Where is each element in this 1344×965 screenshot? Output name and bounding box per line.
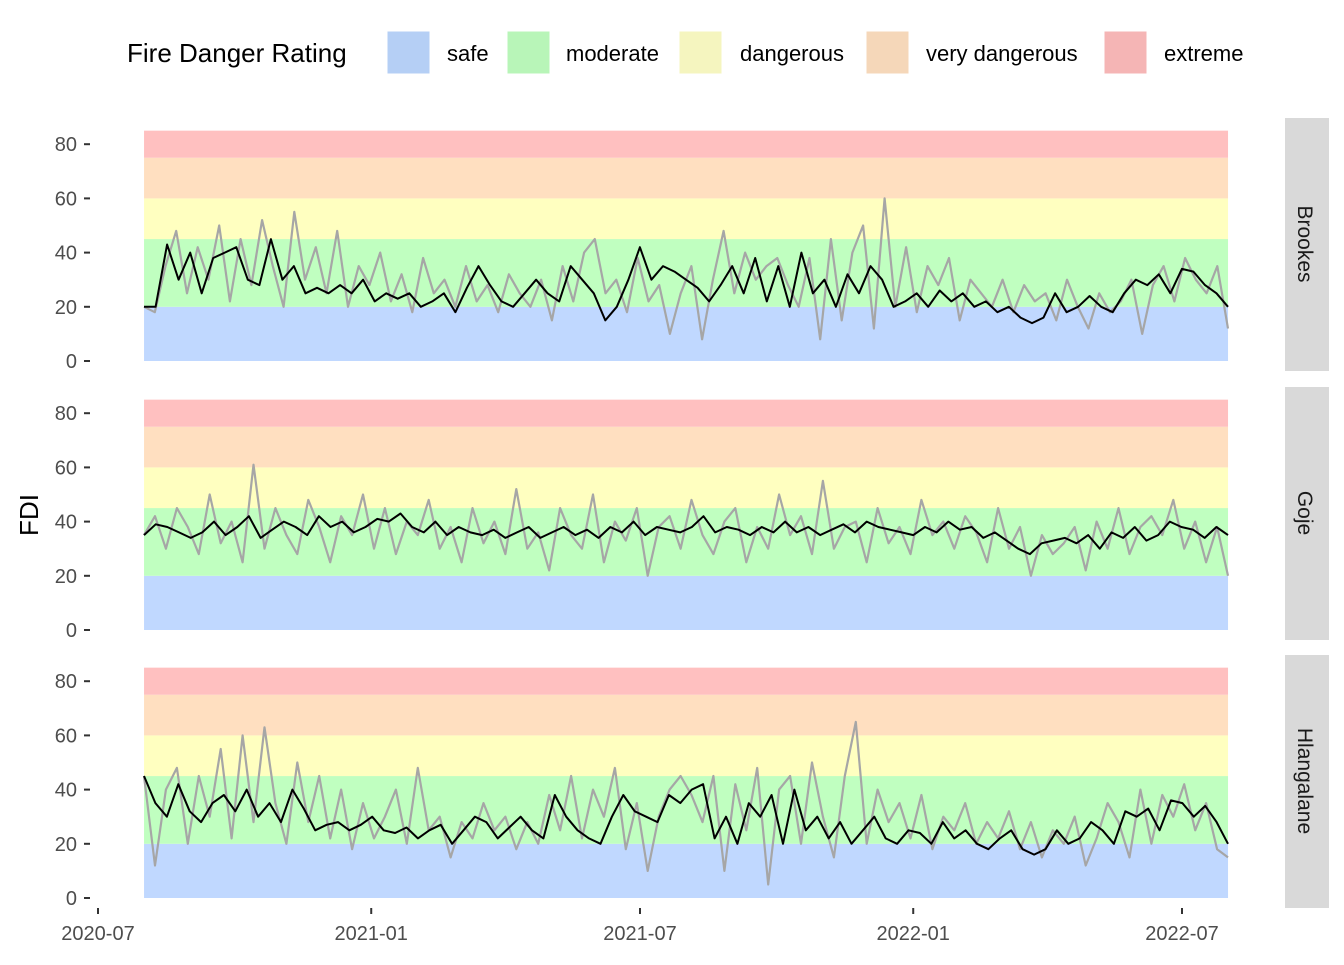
legend: Fire Danger Rating safe moderate dangerous…: [127, 30, 1243, 75]
facet-strip-label: Brookes: [1293, 205, 1316, 282]
legend-key-very-dangerous: [865, 30, 910, 75]
legend-key-extreme: [1103, 30, 1148, 75]
facet-strip: [1285, 387, 1329, 640]
band-extreme: [144, 130, 1229, 158]
x-tick-label: 2020-07: [61, 923, 134, 945]
smoothed-fdi-line: [144, 238, 1229, 325]
band-extreme: [144, 399, 1229, 427]
facet-strip: [1285, 655, 1329, 908]
y-tick-label: 20: [55, 297, 77, 319]
y-tick-label: 60: [55, 457, 77, 479]
y-tick-label: 80: [55, 134, 77, 156]
legend-title: Fire Danger Rating: [127, 38, 347, 68]
band-very-dangerous: [144, 694, 1229, 736]
y-tick-label: 0: [66, 351, 77, 373]
y-tick-label: 40: [55, 512, 77, 534]
panel-goje: 0 20 40 60 80 Goje: [55, 387, 1329, 642]
x-tick-label: 2022-07: [1145, 923, 1218, 945]
smoothed-fdi-line: [143, 512, 1229, 556]
band-very-dangerous: [144, 426, 1229, 468]
y-tick-label: 40: [55, 780, 77, 802]
legend-label-very-dangerous: very dangerous: [926, 41, 1078, 66]
y-tick-label: 80: [55, 671, 77, 693]
facet-strip-label: Hlangalane: [1293, 728, 1316, 834]
legend-label-dangerous: dangerous: [740, 41, 844, 66]
x-tick-label: 2022-01: [877, 923, 950, 945]
band-extreme: [144, 667, 1229, 695]
legend-key-safe: [386, 30, 431, 75]
panel-brookes: 0 20 40 60 80 Brookes: [55, 118, 1329, 373]
legend-key-moderate: [506, 30, 551, 75]
y-tick-label: 40: [55, 243, 77, 265]
band-dangerous: [144, 735, 1229, 777]
y-tick-label: 20: [55, 834, 77, 856]
raw-fdi-line: [143, 463, 1230, 577]
x-tick-label: 2021-07: [603, 923, 676, 945]
legend-label-extreme: extreme: [1164, 41, 1243, 66]
band-safe: [144, 843, 1229, 898]
legend-key-dangerous: [678, 30, 723, 75]
facet-strip-label: Goje: [1293, 491, 1316, 535]
facet-strip: [1285, 118, 1329, 371]
y-tick-label: 20: [55, 566, 77, 588]
facet-panels: 0 20 40 60 80 Brookes 0 20 40 60 80 Goje 0 20 40 60 80 Hl…: [55, 118, 1329, 910]
band-dangerous: [144, 467, 1229, 509]
y-tick-label: 0: [66, 620, 77, 642]
band-very-dangerous: [144, 157, 1229, 199]
band-dangerous: [144, 198, 1229, 240]
y-axis-label: FDI: [14, 494, 44, 536]
legend-label-safe: safe: [447, 41, 489, 66]
x-tick-label: 2021-01: [335, 923, 408, 945]
y-tick-label: 60: [55, 725, 77, 747]
band-safe: [144, 575, 1229, 630]
x-axis: 2020-07 2021-01 2021-07 2022-01 2022-07: [61, 908, 1219, 945]
panel-hlangalane: 0 20 40 60 80 Hlangalane: [55, 655, 1329, 910]
y-tick-label: 80: [55, 403, 77, 425]
band-safe: [144, 306, 1229, 361]
y-tick-label: 0: [66, 888, 77, 910]
smoothed-fdi-line: [143, 775, 1229, 856]
legend-label-moderate: moderate: [566, 41, 659, 66]
raw-fdi-line: [142, 720, 1229, 886]
y-tick-label: 60: [55, 188, 77, 210]
